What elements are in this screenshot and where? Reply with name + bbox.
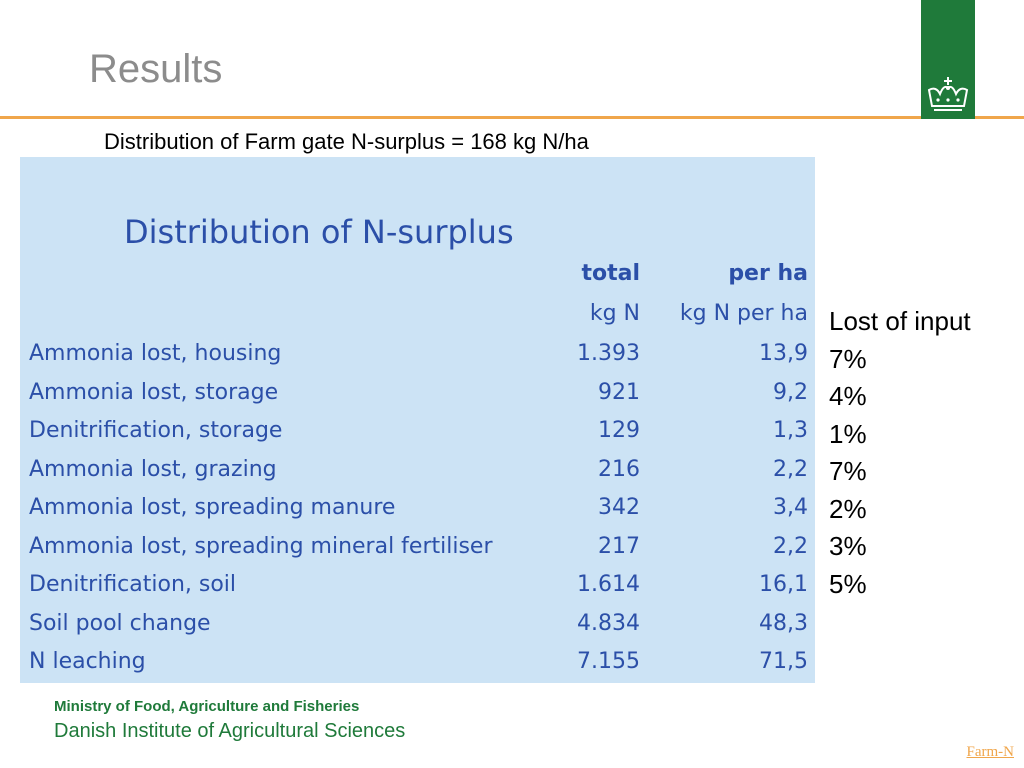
column-header-per-ha: per ha [728, 261, 808, 286]
row-per-ha: 71,5 [759, 649, 808, 674]
row-per-ha: 13,9 [759, 341, 808, 366]
row-label: Denitrification, soil [29, 572, 237, 597]
row-label: Ammonia lost, spreading manure [29, 495, 396, 520]
n-surplus-table: Distribution of N-surplus total per ha k… [20, 157, 815, 683]
footer-institute: Danish Institute of Agricultural Science… [54, 720, 406, 742]
row-label: N leaching [29, 649, 146, 674]
table-row: Denitrification, soil 1.614 16,1 [20, 566, 815, 605]
table-row: Ammonia lost, grazing 216 2,2 [20, 451, 815, 490]
lost-of-input-value: 4% [829, 381, 867, 411]
column-header-total: total [581, 261, 640, 286]
table-row: Ammonia lost, spreading mineral fertilis… [20, 528, 815, 567]
lost-of-input-value: 7% [829, 343, 867, 374]
column-unit-total: kg N [589, 301, 640, 326]
lost-of-input-value: 1% [829, 418, 867, 449]
row-label: Soil pool change [29, 610, 211, 636]
row-per-ha: 2,2 [773, 533, 808, 559]
row-label: Ammonia lost, housing [29, 341, 282, 366]
table-row: N leaching 7.155 71,5 [20, 643, 815, 682]
lost-of-input-heading: Lost of input [829, 306, 971, 336]
row-total: 7.155 [577, 649, 640, 674]
lost-of-input-value: 2% [829, 493, 867, 524]
table-row: Soil pool change 4.834 48,3 [20, 605, 815, 644]
table-body: Ammonia lost, housing 1.393 13,9 Ammonia… [20, 335, 815, 682]
page-title: Results [89, 47, 223, 91]
table-heading: Distribution of N-surplus [124, 213, 514, 251]
row-total: 4.834 [577, 610, 640, 636]
lost-of-input-list: Lost of input 7% 4% 1% 7% 2% 3% 5% [829, 303, 971, 603]
lost-of-input-value: 3% [829, 531, 867, 561]
row-per-ha: 9,2 [773, 379, 808, 405]
row-total: 342 [598, 495, 640, 520]
row-total: 217 [598, 533, 640, 559]
row-total: 216 [598, 456, 640, 482]
row-per-ha: 1,3 [773, 418, 808, 443]
footer-ministry: Ministry of Food, Agriculture and Fisher… [54, 698, 360, 715]
row-label: Ammonia lost, storage [29, 379, 279, 405]
row-label: Ammonia lost, spreading mineral fertilis… [29, 533, 493, 559]
title-divider [0, 116, 1024, 119]
row-total: 1.393 [577, 341, 640, 366]
row-per-ha: 48,3 [759, 610, 808, 636]
lost-of-input-value: 5% [829, 568, 867, 599]
table-row: Ammonia lost, spreading manure 342 3,4 [20, 489, 815, 528]
lost-of-input-value: 7% [829, 456, 867, 486]
row-total: 1.614 [577, 572, 640, 597]
row-per-ha: 3,4 [773, 495, 808, 520]
row-total: 129 [598, 418, 640, 443]
table-row: Ammonia lost, storage 921 9,2 [20, 374, 815, 413]
table-row: Ammonia lost, housing 1.393 13,9 [20, 335, 815, 374]
subtitle: Distribution of Farm gate N-surplus = 16… [104, 129, 589, 154]
row-total: 921 [598, 379, 640, 405]
farm-n-link[interactable]: Farm-N [966, 744, 1015, 760]
row-per-ha: 16,1 [759, 572, 808, 597]
row-per-ha: 2,2 [773, 456, 808, 482]
table-row: Denitrification, storage 129 1,3 [20, 412, 815, 451]
row-label: Denitrification, storage [29, 418, 283, 443]
row-label: Ammonia lost, grazing [29, 456, 277, 482]
column-unit-per-ha: kg N per ha [679, 301, 808, 326]
crown-icon [927, 77, 969, 111]
ministry-logo [921, 0, 975, 119]
